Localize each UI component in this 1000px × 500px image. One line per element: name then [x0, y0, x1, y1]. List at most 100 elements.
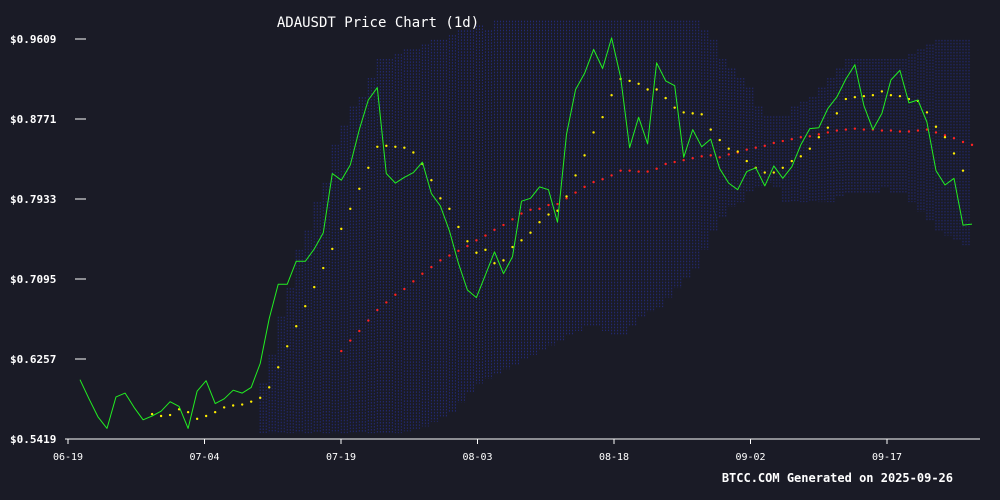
y-tick-label: $0.8771 [10, 113, 57, 126]
ma-short-point [159, 414, 163, 418]
ma-long-point [385, 301, 388, 304]
ma-short-point [412, 151, 415, 154]
ma-short-point [844, 97, 848, 101]
ma-short-point [340, 227, 343, 231]
ma-long-point [349, 339, 352, 342]
ma-short-point [322, 266, 325, 270]
ma-long-point [754, 146, 757, 149]
ma-long-point [511, 218, 514, 221]
ma-long-point [916, 129, 920, 132]
ma-long-point [682, 158, 685, 162]
ma-short-point [466, 240, 469, 243]
ma-short-point [583, 154, 586, 157]
ma-long-point [403, 287, 406, 291]
ma-short-series [150, 77, 965, 421]
ma-long-point [358, 329, 361, 333]
ma-long-point [637, 170, 640, 173]
ma-short-point [934, 125, 938, 128]
ma-short-point [880, 90, 884, 93]
ma-long-point [574, 191, 577, 194]
ma-long-point [808, 135, 812, 138]
ma-short-point [952, 152, 956, 155]
ma-long-point [898, 130, 902, 133]
ma-long-point [484, 234, 487, 237]
ma-short-point [862, 94, 866, 98]
ma-short-point [475, 251, 478, 254]
ma-long-point [448, 254, 451, 257]
ma-short-point [565, 195, 568, 198]
ma-short-point [439, 197, 442, 200]
ma-long-point [664, 162, 667, 166]
ma-long-point [961, 140, 965, 144]
ma-long-point [799, 136, 803, 139]
ma-long-point [745, 148, 748, 151]
ma-short-point [511, 245, 514, 249]
ma-short-point [394, 145, 397, 148]
x-tick-label: 09-17 [872, 452, 902, 463]
ma-long-point [619, 169, 622, 172]
axes: $0.9609 $0.8771 $0.7933 $0.7095 $0.6257 $0.54… [10, 33, 980, 463]
ma-long-point [601, 178, 604, 181]
ma-long-point [529, 208, 532, 211]
ma-short-point [304, 305, 307, 308]
ma-short-point [610, 94, 613, 97]
ma-short-point [745, 159, 748, 163]
ma-long-point [772, 141, 775, 145]
ma-short-point [376, 145, 379, 148]
ma-long-point [925, 128, 929, 131]
ma-short-point [286, 345, 289, 348]
chart-title: ADAUSDT Price Chart (1d) [277, 15, 479, 31]
ma-long-point [538, 207, 541, 211]
ma-short-point [628, 79, 631, 83]
ma-short-point [889, 94, 893, 97]
ma-long-point [970, 143, 974, 147]
ma-short-point [925, 111, 929, 114]
ma-long-point [853, 127, 857, 130]
ma-long-point [394, 293, 397, 296]
ma-long-point [727, 153, 730, 156]
ma-short-point [240, 403, 244, 406]
ma-short-point [727, 147, 730, 150]
ma-short-point [186, 410, 190, 414]
ma-long-point [547, 203, 550, 207]
ma-short-point [150, 412, 154, 416]
ma-short-point [826, 126, 830, 129]
ma-long-point [700, 155, 703, 158]
ma-long-point [421, 272, 424, 275]
ma-long-point [952, 136, 956, 140]
ma-short-point [538, 220, 541, 224]
ma-short-point [655, 88, 658, 91]
ma-long-point [781, 139, 784, 143]
ma-short-point [853, 95, 857, 99]
ma-long-point [502, 223, 505, 227]
ma-short-point [691, 112, 694, 115]
ma-short-point [204, 414, 208, 418]
ma-long-point [583, 185, 586, 189]
ma-short-point [772, 171, 775, 174]
ma-long-point [556, 202, 559, 206]
ma-short-point [781, 166, 784, 169]
ma-long-point [826, 131, 830, 134]
ma-long-point [718, 156, 721, 159]
ma-short-point [763, 171, 766, 174]
ma-long-point [691, 157, 694, 160]
ma-short-point [871, 94, 875, 97]
ma-long-point [493, 228, 496, 232]
ma-short-point [484, 248, 487, 252]
ma-short-point [231, 404, 235, 407]
ma-short-point [673, 106, 676, 109]
ma-long-point [412, 280, 415, 283]
ma-short-point [295, 325, 298, 328]
ma-short-point [835, 112, 839, 115]
ma-short-point [961, 169, 965, 172]
ma-short-point [430, 178, 433, 182]
ma-short-point [358, 187, 361, 190]
ma-long-point [457, 249, 460, 253]
y-tick-label: $0.9609 [10, 33, 56, 46]
ma-long-point [889, 129, 893, 132]
ma-short-point [601, 115, 604, 119]
ma-long-point [466, 244, 469, 248]
ma-long-point [817, 133, 821, 136]
ma-short-point [277, 366, 280, 369]
ma-short-point [367, 166, 370, 169]
